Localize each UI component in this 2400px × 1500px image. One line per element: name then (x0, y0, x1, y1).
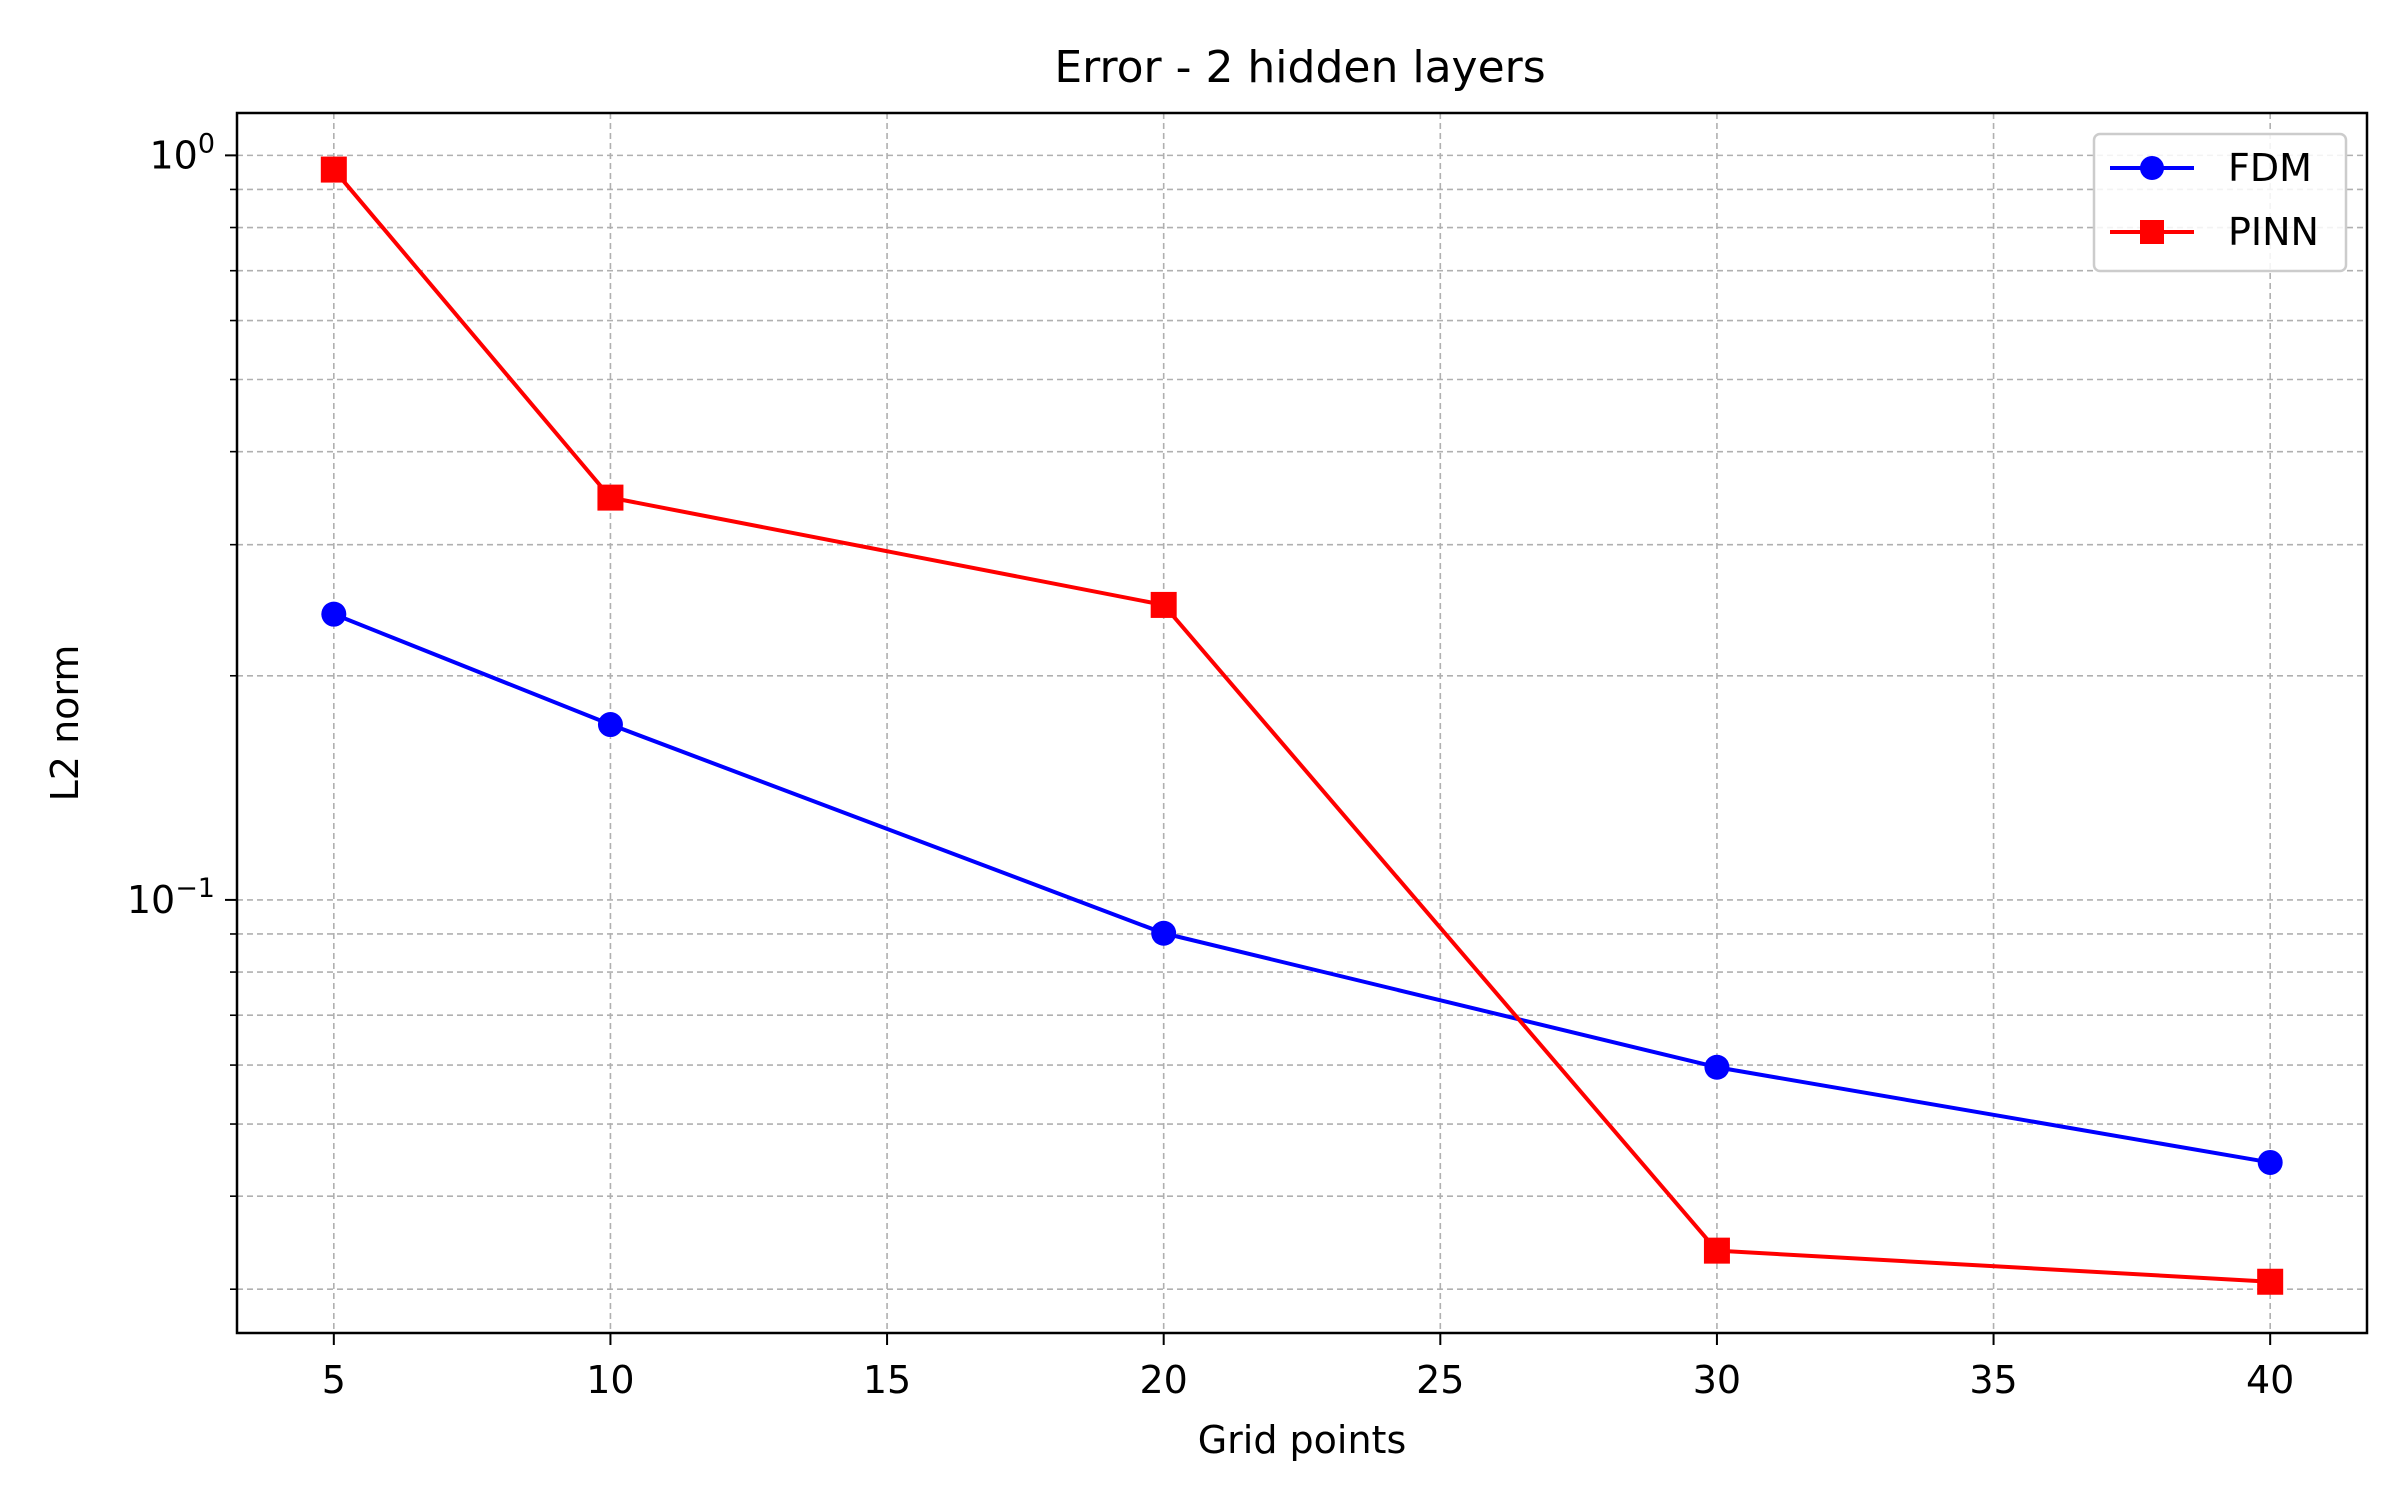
data-point-fdm (321, 601, 347, 627)
x-axis-ticks: 5 10 15 20 25 30 35 40 (322, 1333, 2294, 1402)
plot-series (320, 156, 2284, 1295)
legend-label-fdm: FDM (2228, 146, 2312, 190)
data-point-fdm (1151, 920, 1177, 946)
chart-title: Error - 2 hidden layers (1054, 42, 1545, 93)
data-point-pinn (1150, 591, 1177, 618)
x-axis-label: Grid points (1198, 1418, 1407, 1462)
legend-marker-fdm (2140, 156, 2164, 180)
y-tick-label: 100 (149, 128, 215, 177)
y-tick-label: 10−1 (127, 873, 215, 922)
data-point-fdm (597, 712, 623, 738)
data-point-pinn (2257, 1268, 2284, 1295)
x-tick-label: 15 (863, 1358, 911, 1402)
legend-label-pinn: PINN (2228, 210, 2319, 254)
y-axis-ticks: 100 10−1 (127, 128, 237, 1291)
x-tick-label: 25 (1416, 1358, 1464, 1402)
grid-lines (237, 113, 2367, 1333)
legend-marker-pinn (2140, 220, 2164, 244)
data-point-pinn (597, 484, 624, 511)
x-tick-label: 5 (322, 1358, 346, 1402)
x-tick-label: 20 (1140, 1358, 1188, 1402)
data-point-pinn (1703, 1237, 1730, 1264)
legend: FDM PINN (2092, 132, 2348, 273)
plot-frame (235, 111, 2369, 1335)
data-point-fdm (1704, 1054, 1730, 1080)
y-axis-label: L2 norm (43, 645, 87, 802)
data-point-fdm (2257, 1149, 2283, 1175)
x-tick-label: 35 (1969, 1358, 2017, 1402)
data-point-pinn (320, 156, 347, 183)
x-tick-label: 40 (2246, 1358, 2294, 1402)
x-tick-label: 10 (586, 1358, 634, 1402)
legend-entry-fdm: FDM (2110, 146, 2312, 190)
legend-entry-pinn: PINN (2110, 210, 2319, 254)
x-tick-label: 30 (1693, 1358, 1741, 1402)
